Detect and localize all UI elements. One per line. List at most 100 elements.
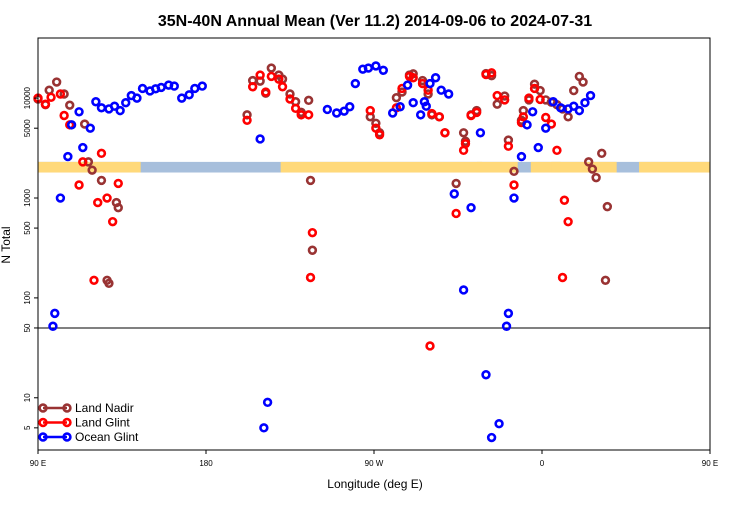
chart-title: 35N-40N Annual Mean (Ver 11.2) 2014-09-0… — [158, 13, 592, 30]
data-point — [529, 83, 540, 94]
data-point — [501, 321, 512, 331]
y-tick-label: 10 — [23, 393, 32, 402]
data-point — [481, 370, 491, 380]
data-point — [121, 98, 131, 108]
y-tick-label: 100 — [23, 291, 32, 305]
data-point — [93, 197, 103, 208]
legend-marker — [38, 417, 48, 428]
data-point — [535, 94, 545, 105]
land-band-segment — [551, 161, 617, 173]
data-point — [137, 83, 148, 94]
y-tick-label: 50 — [23, 323, 32, 332]
data-point — [132, 93, 142, 103]
data-point — [96, 103, 107, 113]
data-point — [425, 341, 435, 351]
y-tick-label: 1000 — [23, 189, 32, 207]
data-point — [503, 141, 514, 151]
data-point — [89, 275, 99, 286]
data-point — [197, 81, 207, 91]
data-point — [518, 112, 529, 122]
data-point — [363, 63, 374, 73]
data-point — [345, 102, 355, 112]
data-point — [74, 180, 84, 190]
data-point — [371, 118, 381, 128]
legend-item: Land Glint — [38, 416, 130, 430]
land-band-segment — [530, 161, 561, 173]
data-point — [285, 94, 295, 104]
data-point — [303, 95, 314, 106]
legend-label: Ocean Glint — [75, 430, 139, 444]
data-point — [331, 108, 342, 118]
data-point — [548, 97, 558, 107]
y-axis-ticks: 5 10 50 100 500 1000 5000 10000 — [23, 86, 38, 430]
legend-label: Land Nadir — [75, 401, 134, 415]
data-point — [415, 110, 426, 120]
legend-label: Land Glint — [75, 416, 130, 430]
data-point — [322, 104, 333, 115]
data-point — [552, 145, 562, 156]
data-point — [242, 115, 252, 125]
data-point — [55, 89, 66, 99]
data-point — [78, 142, 88, 153]
x-tick-label: 180 — [199, 459, 213, 468]
land-band-segment — [639, 161, 710, 173]
data-point — [247, 82, 258, 92]
data-point — [509, 193, 519, 203]
data-point — [569, 85, 579, 96]
legend-marker — [62, 417, 72, 428]
x-tick-label: 90 E — [702, 459, 718, 468]
data-point — [557, 272, 568, 283]
data-point — [458, 128, 469, 138]
data-point — [494, 419, 504, 429]
data-point — [266, 63, 277, 73]
surface-band — [38, 161, 710, 173]
data-point — [374, 130, 385, 140]
data-point — [59, 89, 69, 99]
data-point — [585, 90, 596, 101]
legend-item: Land Nadir — [38, 401, 134, 415]
data-point — [430, 73, 441, 83]
data-point — [492, 99, 502, 109]
data-point — [85, 123, 95, 133]
data-point — [436, 85, 446, 95]
data-point — [563, 216, 573, 227]
data-point — [486, 432, 497, 443]
legend-marker — [38, 403, 48, 413]
data-point — [509, 180, 519, 190]
land-band-segment — [280, 161, 483, 173]
data-point — [87, 165, 97, 175]
data-point — [262, 397, 273, 408]
data-point — [96, 175, 107, 186]
data-point — [113, 178, 123, 189]
data-point — [486, 68, 497, 78]
data-point — [59, 110, 69, 121]
data-point — [307, 245, 318, 255]
data-point — [274, 74, 284, 84]
data-point — [587, 164, 598, 174]
data-point — [387, 108, 398, 118]
data-point — [578, 77, 588, 87]
data-point — [46, 92, 56, 102]
legend-marker — [62, 432, 72, 442]
data-point — [115, 105, 125, 116]
data-point — [541, 112, 551, 123]
data-point — [602, 201, 613, 212]
data-point — [580, 98, 590, 108]
data-point — [466, 202, 476, 213]
data-point — [371, 123, 381, 133]
data-point — [261, 87, 271, 97]
data-point — [266, 71, 277, 82]
data-point — [378, 65, 389, 75]
data-point — [492, 90, 502, 101]
data-point — [190, 83, 200, 94]
data-point — [169, 81, 179, 91]
data-point — [402, 80, 413, 90]
x-tick-label: 90 W — [365, 459, 384, 468]
data-point — [408, 98, 418, 108]
data-point — [177, 93, 187, 103]
data-point — [255, 134, 265, 144]
series-ocean-glint — [48, 61, 596, 443]
